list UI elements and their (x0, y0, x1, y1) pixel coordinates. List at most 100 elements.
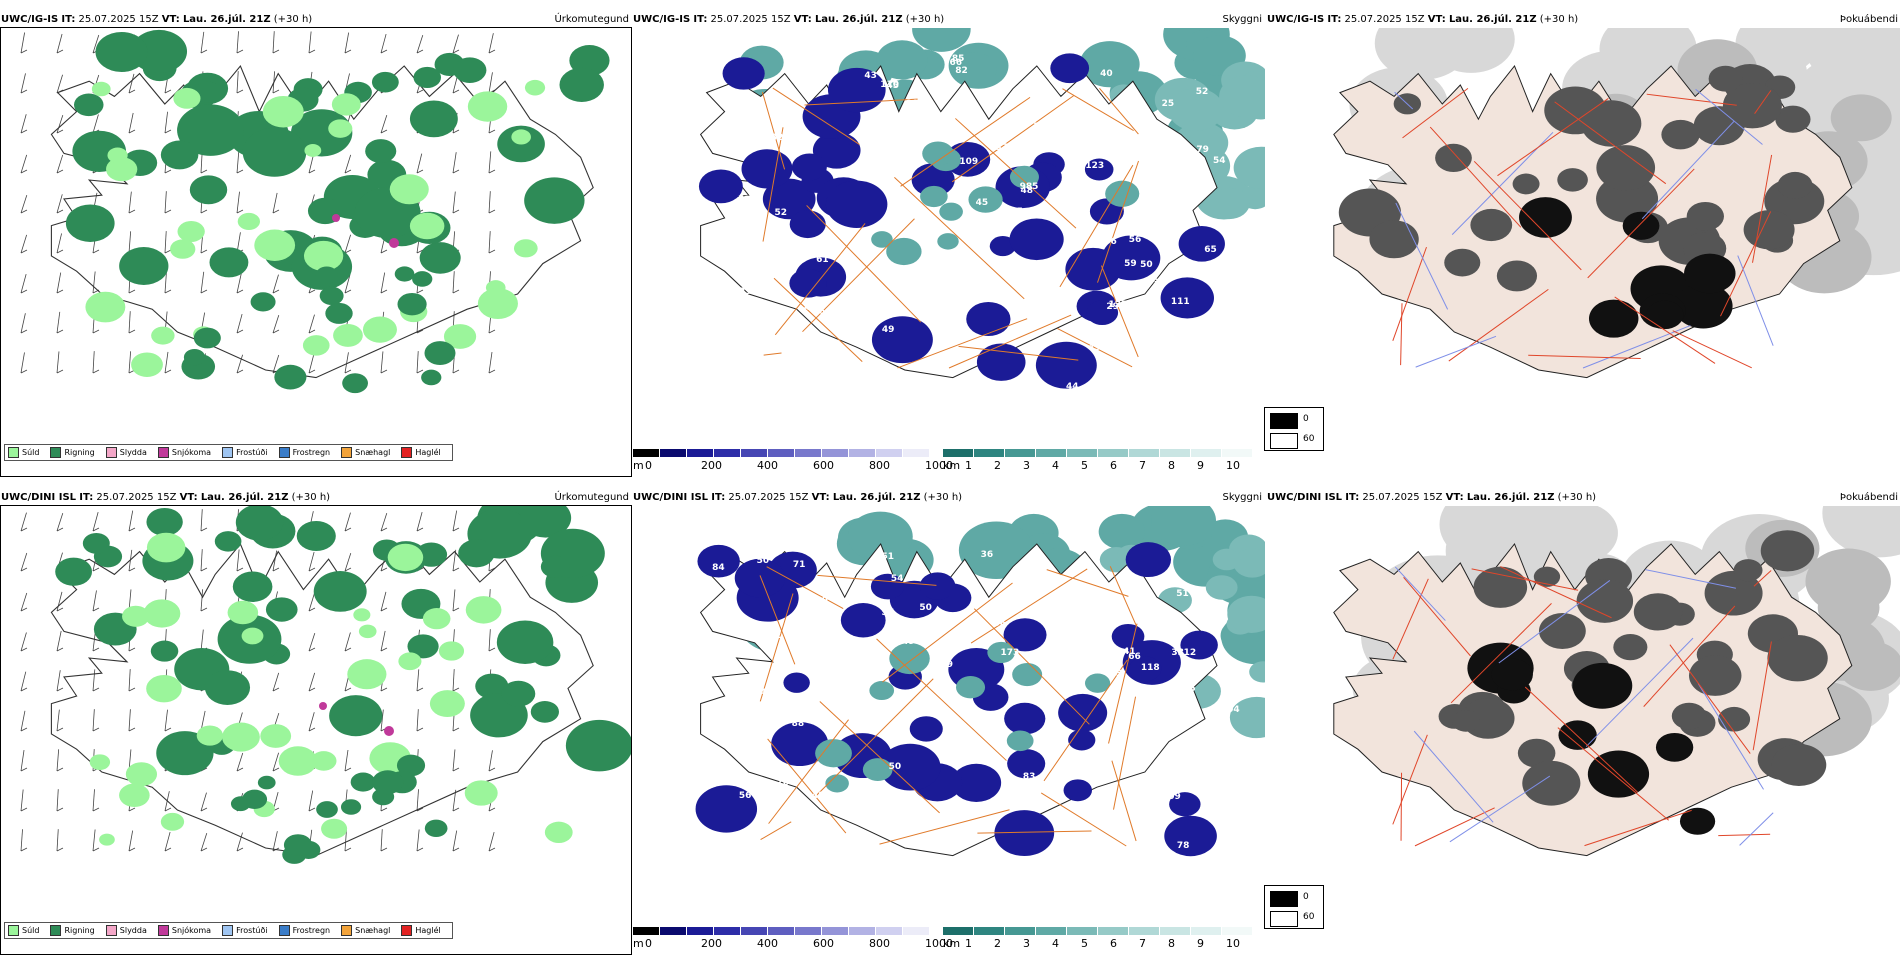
ceiling-value-label: 36 (981, 550, 994, 560)
wind-barb-flag (129, 848, 135, 851)
ceiling-value-label: 54 (752, 760, 765, 770)
area-patch (453, 57, 486, 83)
wind-barb (129, 192, 131, 213)
wind-barb-flag (57, 768, 63, 771)
wind-barb (93, 669, 95, 691)
wind-barb-flag (129, 728, 135, 731)
wind-barb-flag (237, 210, 243, 213)
colorbar-segment (768, 449, 795, 457)
area-patch (1452, 710, 1480, 732)
area-patch (723, 57, 765, 89)
legend-label: Snjókoma (172, 926, 211, 935)
it-label: IT: (711, 492, 725, 503)
area-patch (170, 239, 195, 258)
vt-value: Lau. 26.júl. 21Z (183, 14, 271, 25)
ceiling-value-label: 49 (882, 325, 895, 335)
wind-barb (21, 672, 26, 691)
ceiling-value-label: 87 (808, 376, 821, 386)
area-patch (420, 242, 461, 274)
area-patch (1126, 542, 1171, 577)
wind-barb-flag (345, 370, 351, 373)
wind-barb (57, 233, 62, 253)
area-patch (872, 316, 933, 363)
colorbar-segment (1067, 927, 1098, 935)
colorbar-segment (687, 927, 714, 935)
wind-barb-flag (453, 210, 459, 213)
area-patch (96, 32, 148, 72)
area-patch (363, 317, 397, 343)
legend-swatch (8, 447, 19, 458)
ceiling-value-label: 71 (793, 560, 806, 570)
ceiling-tick: 200 (701, 459, 722, 472)
area-patch (263, 96, 304, 128)
wind-barb-flag (165, 130, 171, 133)
wind-barb-flag (381, 370, 387, 373)
legend-item: Slydda (106, 925, 147, 936)
wind-barb (93, 351, 94, 373)
ceiling-value-label: 54 (1213, 156, 1226, 166)
area-patch (1680, 808, 1715, 835)
area-patch (372, 770, 403, 794)
colorbar-segment (795, 927, 822, 935)
wind-barb-flag (489, 130, 495, 133)
legend-item: Súld (8, 925, 39, 936)
wind-barb (57, 592, 62, 611)
fog-map-canvas (1266, 506, 1900, 906)
legend-label: Slydda (120, 448, 147, 457)
wind-barb-flag (237, 170, 243, 173)
ceiling-value-label: 49 (902, 637, 915, 647)
wind-barb (345, 750, 348, 771)
area-patch (395, 266, 415, 281)
visibility-tick: 5 (1081, 459, 1088, 472)
colorbar-segment (1191, 927, 1222, 935)
area-patch (243, 128, 307, 177)
area-patch (205, 670, 250, 705)
it-value: 25.07.2025 15Z (711, 14, 791, 25)
wind-barb (453, 749, 455, 771)
ceiling-value-label: 78 (1177, 841, 1190, 851)
ceiling-value-label: 44 (780, 869, 793, 879)
colorbar-segment (943, 449, 974, 457)
area-patch (85, 292, 125, 323)
area-patch (266, 597, 298, 621)
wind-barb-flag (453, 848, 459, 851)
colorbar-segment (633, 927, 660, 935)
wind-barb-flag (381, 808, 387, 811)
area-patch (423, 608, 451, 629)
visibility-tick: 10 (1226, 937, 1240, 950)
road-line (1718, 834, 1770, 835)
it-value: 25.07.2025 15Z (728, 492, 808, 503)
area-patch (1513, 174, 1540, 195)
ceiling-value-label: 45 (976, 198, 989, 208)
legend-swatch (401, 447, 412, 458)
it-value: 25.07.2025 15Z (79, 14, 159, 25)
legend-label: Súld (22, 926, 39, 935)
vt-label: VT: (162, 14, 180, 25)
ceiling-value-label: 44 (1142, 783, 1155, 793)
area-patch (126, 762, 157, 786)
ceiling-value-label: 139 (1185, 337, 1204, 347)
visibility-colorbar (943, 927, 1253, 935)
area-patch (316, 266, 338, 283)
area-patch (566, 720, 631, 771)
road-line (1041, 793, 1126, 846)
ceiling-value-label: 39 (1025, 790, 1038, 800)
legend-swatch (50, 925, 61, 936)
legend-item: Haglél (401, 447, 440, 458)
ceiling-value-label: 50 (757, 556, 770, 566)
wind-barb-flag (57, 290, 63, 293)
ceiling-map-canvas (633, 506, 1265, 906)
it-label: IT: (61, 14, 75, 25)
colorbar-segment (903, 927, 930, 935)
area-patch (178, 221, 205, 242)
wind-barb-flag (201, 170, 207, 173)
area-patch (242, 628, 264, 645)
ceiling-value-label: 63 (862, 135, 875, 145)
wind-barb-flag (453, 290, 459, 293)
ceiling-value-label: 31 (1033, 122, 1046, 132)
wind-barb (57, 34, 62, 53)
area-patch (1709, 66, 1743, 92)
ceiling-value-label: 52 (774, 208, 787, 218)
